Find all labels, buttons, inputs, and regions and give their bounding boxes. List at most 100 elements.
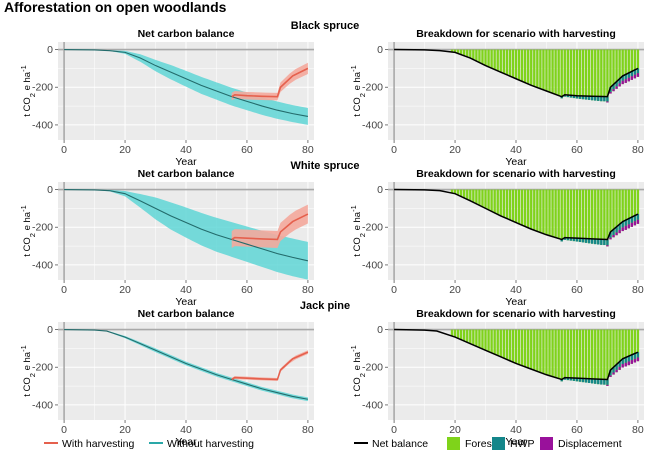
forest-bar xyxy=(511,329,515,363)
forest-bar xyxy=(603,189,606,246)
x-tick-label: 0 xyxy=(61,424,67,436)
forest-bar xyxy=(536,189,539,232)
forest-bar xyxy=(484,49,487,66)
hwp-bar xyxy=(572,378,576,381)
forest-bar xyxy=(508,189,512,220)
legend: With harvesting Without harvesting Net bal… xyxy=(44,437,622,450)
forest-bar xyxy=(530,49,533,86)
forest-bar xyxy=(633,189,637,226)
legend-label: Displacement xyxy=(558,438,622,450)
displacement-bar xyxy=(636,219,640,224)
forest-bar xyxy=(508,329,512,361)
forest-bar xyxy=(511,189,515,222)
forest-bar xyxy=(520,329,524,366)
forest-bar xyxy=(621,329,624,368)
hwp-bar xyxy=(566,95,569,98)
forest-bar xyxy=(563,49,566,97)
hwp-bar xyxy=(636,352,640,358)
forest-bar xyxy=(539,49,542,89)
forest-bar xyxy=(533,189,536,231)
forest-bar xyxy=(551,49,554,94)
hwp-bar xyxy=(627,218,630,225)
forest-bar xyxy=(475,49,478,62)
displacement-bar xyxy=(609,91,612,94)
forest-bar xyxy=(548,49,551,93)
hwp-bar xyxy=(560,379,563,382)
hwp-bar xyxy=(630,217,633,223)
forest-bar xyxy=(499,329,502,357)
panel-title: Net carbon balance xyxy=(138,28,235,40)
x-tick-label: 60 xyxy=(241,144,253,156)
with-harvesting-band xyxy=(231,204,308,248)
forest-bar xyxy=(493,329,496,355)
forest-bar xyxy=(581,329,585,383)
forest-bar xyxy=(621,189,624,232)
forest-bar xyxy=(466,49,469,57)
hwp-bar xyxy=(575,378,579,382)
forest-bar xyxy=(490,329,493,353)
forest-bar xyxy=(490,189,493,212)
y-axis-label: t CO2 e ha-1 xyxy=(19,65,37,117)
forest-bar xyxy=(475,329,478,347)
x-tick-label: 20 xyxy=(119,144,131,156)
net-balance-line xyxy=(394,188,639,241)
x-tick-label: 40 xyxy=(180,284,192,296)
forest-bar xyxy=(499,49,502,73)
forest-bar xyxy=(478,189,481,206)
hwp-bar xyxy=(566,377,569,381)
forest-bar xyxy=(459,189,463,197)
forest-bar xyxy=(487,49,490,67)
forest-bar xyxy=(615,329,618,373)
y-tick-label: -200 xyxy=(362,362,383,374)
hwp-bar xyxy=(594,379,597,384)
forest-bar xyxy=(450,189,454,194)
displacement-bar xyxy=(609,375,612,377)
forest-bar xyxy=(597,189,600,245)
hwp-bar xyxy=(603,96,606,102)
hwp-bar xyxy=(578,378,582,382)
forest-bar xyxy=(569,49,573,98)
forest-bar xyxy=(572,329,576,381)
forest-bar xyxy=(603,329,606,385)
species-title: White spruce xyxy=(290,160,359,172)
forest-bar xyxy=(502,329,505,359)
hwp-bar xyxy=(566,237,569,241)
x-tick-label: 80 xyxy=(302,144,314,156)
forest-bar xyxy=(530,189,533,230)
forest-bar xyxy=(469,329,472,344)
y-tick-label: -400 xyxy=(32,119,53,131)
hwp-bar xyxy=(584,96,588,100)
displacement-bar xyxy=(630,76,633,80)
forest-bar xyxy=(600,189,603,245)
displacement-bar xyxy=(618,229,621,234)
forest-bar xyxy=(636,329,640,362)
hwp-bar xyxy=(600,239,603,245)
forest-bar xyxy=(539,189,542,233)
forest-bar xyxy=(542,49,545,90)
hwp-bar xyxy=(575,95,579,99)
x-tick-label: 60 xyxy=(241,284,253,296)
forest-bar xyxy=(572,189,576,242)
x-tick-label: 40 xyxy=(510,144,522,156)
hwp-bar xyxy=(606,239,609,246)
y-axis-label: t CO2 e ha-1 xyxy=(349,65,367,117)
forest-bar xyxy=(578,189,582,242)
x-tick-label: 0 xyxy=(391,284,397,296)
forest-bar xyxy=(630,189,633,227)
forest-bar xyxy=(478,329,481,348)
y-tick-label: 0 xyxy=(47,184,53,196)
x-tick-label: 80 xyxy=(632,284,644,296)
hwp-bar xyxy=(603,239,606,246)
y-axis-label: t CO2 e ha-1 xyxy=(19,345,37,397)
forest-bar xyxy=(499,189,502,216)
hwp-bar xyxy=(560,96,563,99)
forest-bar xyxy=(508,49,512,77)
displacement-bar xyxy=(612,89,615,92)
x-tick-label: 60 xyxy=(571,144,583,156)
forest-bar xyxy=(563,189,566,240)
hwp-bar xyxy=(633,215,637,222)
displacement-bar xyxy=(636,357,640,362)
x-tick-label: 40 xyxy=(510,424,522,436)
x-tick-label: 20 xyxy=(449,424,461,436)
